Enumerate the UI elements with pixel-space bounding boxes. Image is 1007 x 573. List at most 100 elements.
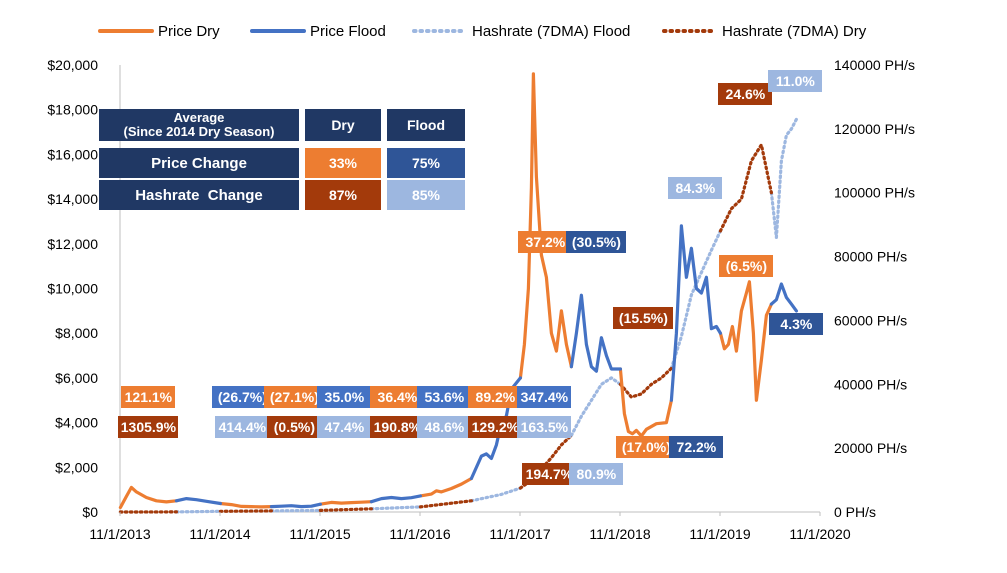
data-label-21: (17.0%) xyxy=(616,436,677,459)
x-axis: 11/1/2013 11/1/2014 11/1/2015 11/1/2016 11/1… xyxy=(89,512,851,542)
right-axis: 0 PH/s 20000 PH/s 40000 PH/s 60000 PH/s 8000… xyxy=(834,57,915,520)
left-tick-label: $4,000 xyxy=(55,415,98,431)
data-label-6: 89.2% xyxy=(468,385,523,408)
table-row-price-label: Price Change xyxy=(99,148,299,178)
series-line-hashrate-7dma-flood-4 xyxy=(569,376,622,437)
legend-label-2: Hashrate (7DMA) Flood xyxy=(472,23,630,40)
x-tick-label: 11/1/2014 xyxy=(189,526,250,542)
data-label-7: 347.4% xyxy=(517,385,572,408)
series-line-hashrate-7dma-dry-2 xyxy=(318,507,373,512)
table-header-dry: Dry xyxy=(305,109,381,141)
left-tick-label: $0 xyxy=(82,504,98,520)
table-row-hashrate-label: Hashrate Change xyxy=(99,180,299,210)
series-line-price-dry-6 xyxy=(718,280,773,402)
table-cell-price-dry-text: 33% xyxy=(328,155,358,171)
data-label-14: 129.2% xyxy=(468,416,523,439)
right-tick-label: 0 PH/s xyxy=(834,504,876,520)
table-cell-price-flood-text: 75% xyxy=(411,155,441,171)
left-tick-label: $18,000 xyxy=(47,102,98,118)
data-label-23: 84.3% xyxy=(668,176,723,199)
series-layer xyxy=(118,72,798,514)
left-tick-label: $12,000 xyxy=(47,236,98,252)
data-label-22: 72.2% xyxy=(669,436,724,459)
series-line-price-flood-0 xyxy=(174,497,222,506)
right-tick-label: 80000 PH/s xyxy=(834,249,907,265)
left-tick-label: $2,000 xyxy=(55,459,98,475)
x-tick-label: 11/1/2013 xyxy=(89,526,150,542)
data-label-1: (26.7%) xyxy=(212,385,273,408)
right-tick-label: 140000 PH/s xyxy=(834,57,915,73)
x-tick-label: 11/1/2019 xyxy=(689,526,750,542)
series-line-hashrate-7dma-dry-3 xyxy=(418,499,473,509)
legend: Price Dry Price Flood Hashrate (7DMA) Floo… xyxy=(98,23,867,40)
data-label-25: 24.6% xyxy=(718,83,773,106)
series-line-price-dry-3 xyxy=(418,476,473,498)
series-line-hashrate-7dma-flood-5 xyxy=(669,229,722,370)
right-tick-label: 20000 PH/s xyxy=(834,440,907,456)
data-label-18: 194.7% xyxy=(522,463,577,485)
series-line-hashrate-7dma-flood-1 xyxy=(269,508,322,513)
series-line-price-dry-1 xyxy=(218,501,273,509)
series-line-price-dry-4 xyxy=(518,72,573,380)
data-label-12: 190.8% xyxy=(370,416,425,439)
series-line-price-flood-6 xyxy=(769,282,798,313)
data-label-11: 47.4% xyxy=(317,416,372,439)
data-label-0: 121.1% xyxy=(121,385,176,408)
x-tick-label: 11/1/2020 xyxy=(789,526,850,542)
left-tick-label: $8,000 xyxy=(55,325,98,341)
data-label-3: 35.0% xyxy=(317,385,372,408)
data-label-9: 414.4% xyxy=(215,416,270,439)
data-label-13: 48.6% xyxy=(417,416,472,439)
table-row-price-label-text: Price Change xyxy=(151,154,247,172)
right-tick-label: 100000 PH/s xyxy=(834,185,915,201)
series-line-hashrate-7dma-dry-5 xyxy=(618,366,673,399)
right-tick-label: 60000 PH/s xyxy=(834,312,907,328)
series-line-price-flood-1 xyxy=(269,502,322,509)
data-label-19: 80.9% xyxy=(569,463,624,485)
table-header-flood-text: Flood xyxy=(406,117,446,133)
legend-label-3: Hashrate (7DMA) Dry xyxy=(722,23,867,40)
x-tick-label: 11/1/2016 xyxy=(389,526,450,542)
table-header-average: Average (Since 2014 Dry Season) xyxy=(99,109,299,141)
x-tick-label: 11/1/2015 xyxy=(289,526,350,542)
data-label-2: (27.1%) xyxy=(264,385,325,408)
left-tick-label: $14,000 xyxy=(47,191,98,207)
left-tick-label: $16,000 xyxy=(47,146,98,162)
table-cell-price-flood: 75% xyxy=(387,148,465,178)
series-line-price-dry-0 xyxy=(118,485,178,510)
table-row-hashrate-label-text: Hashrate Change xyxy=(135,186,263,204)
legend-label-1: Price Flood xyxy=(310,23,386,40)
series-line-price-dry-2 xyxy=(318,500,373,506)
table-header-average-text: Average (Since 2014 Dry Season) xyxy=(123,110,275,139)
table-header-dry-text: Dry xyxy=(331,117,355,133)
table-cell-hashrate-flood-text: 85% xyxy=(411,187,441,203)
table-cell-hashrate-dry-text: 87% xyxy=(328,187,358,203)
left-tick-label: $10,000 xyxy=(47,281,98,297)
series-line-hashrate-7dma-flood-0 xyxy=(174,509,222,514)
right-tick-label: 40000 PH/s xyxy=(834,376,907,392)
table-header-flood: Flood xyxy=(387,109,465,141)
table-cell-hashrate-flood: 85% xyxy=(387,180,465,210)
data-label-15: 163.5% xyxy=(517,416,572,439)
series-line-price-flood-4 xyxy=(569,293,622,373)
data-label-16: 37.2% xyxy=(518,230,573,253)
left-tick-label: $20,000 xyxy=(47,57,98,73)
left-tick-label: $6,000 xyxy=(55,370,98,386)
data-label-20: (15.5%) xyxy=(613,306,674,329)
data-label-24: (6.5%) xyxy=(719,255,774,278)
data-label-27: 4.3% xyxy=(769,313,824,336)
data-label-10: (0.5%) xyxy=(267,416,322,439)
data-label-26: 11.0% xyxy=(768,69,823,92)
series-line-price-flood-2 xyxy=(369,494,422,504)
series-line-hashrate-7dma-flood-3 xyxy=(469,486,522,503)
x-tick-label: 11/1/2017 xyxy=(489,526,550,542)
series-line-hashrate-7dma-flood-2 xyxy=(369,505,422,511)
series-line-price-flood-5 xyxy=(669,224,722,402)
data-label-17: (30.5%) xyxy=(566,230,627,253)
data-label-8: 1305.9% xyxy=(118,416,179,439)
series-line-hashrate-7dma-dry-6 xyxy=(718,143,773,233)
left-axis: $0 $2,000 $4,000 $6,000 $8,000 $10,000 $12,000… xyxy=(47,57,98,520)
table-cell-hashrate-dry: 87% xyxy=(305,180,381,210)
x-tick-label: 11/1/2018 xyxy=(589,526,650,542)
